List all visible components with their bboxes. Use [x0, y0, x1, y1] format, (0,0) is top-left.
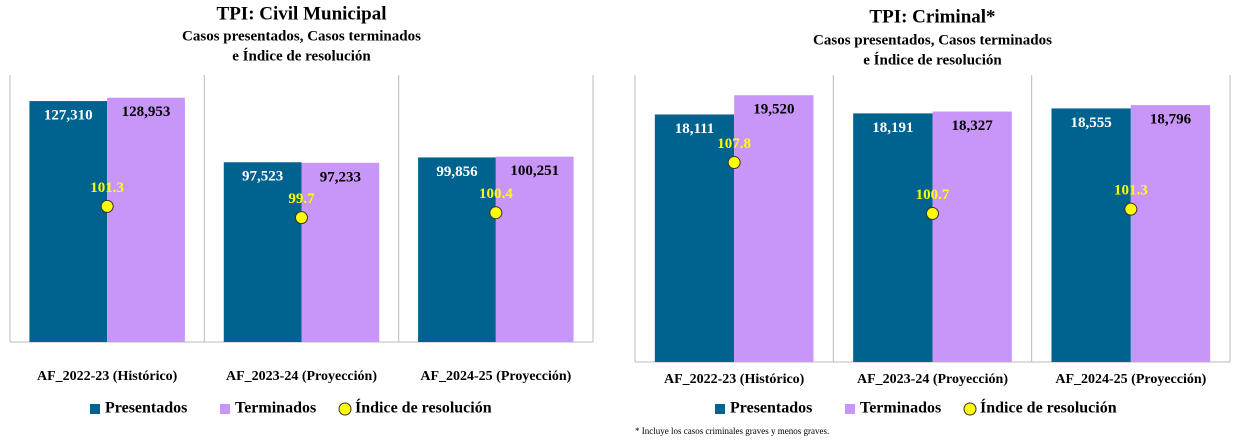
bar — [495, 156, 574, 342]
chart-subtitle: e Índice de resolución — [232, 47, 371, 64]
value-label: 128,953 — [122, 104, 171, 120]
index-marker — [727, 156, 741, 170]
value-label: 97,233 — [320, 169, 361, 185]
x-tick-label: AF_2022-23 (Histórico) — [37, 369, 178, 384]
x-tick-label: AF_2024-25 (Proyección) — [420, 369, 571, 384]
index-marker — [489, 206, 503, 220]
index-marker — [100, 199, 114, 213]
index-label: 99.7 — [288, 191, 315, 207]
legend-swatch — [220, 404, 230, 414]
index-marker — [1124, 202, 1138, 216]
x-tick-label: AF_2023-24 (Proyección) — [226, 369, 377, 384]
index-label: 107.8 — [717, 136, 751, 152]
chart-subtitle: e Índice de resolución — [863, 51, 1002, 68]
bar — [1130, 105, 1211, 362]
x-tick-label: AF_2022-23 (Histórico) — [664, 372, 805, 387]
bar — [932, 111, 1012, 362]
chart-title: TPI: Criminal* — [869, 6, 995, 27]
legend-label: Índice de resolución — [355, 398, 492, 417]
bar — [1051, 108, 1131, 362]
legend-swatch — [845, 404, 855, 414]
x-tick-label: AF_2023-24 (Proyección) — [857, 372, 1008, 387]
bar — [853, 113, 933, 362]
bar — [654, 114, 735, 362]
legend-label: Presentados — [105, 400, 187, 417]
value-label: 18,796 — [1150, 112, 1192, 128]
x-tick-label: AF_2024-25 (Proyección) — [1055, 372, 1206, 387]
chart-subtitle: Casos presentados, Casos terminados — [813, 32, 1052, 48]
value-label: 19,520 — [753, 102, 794, 118]
value-label: 99,856 — [436, 164, 478, 180]
value-label: 127,310 — [44, 108, 93, 124]
bar — [301, 162, 380, 342]
legend-label: Terminados — [860, 400, 941, 417]
legend-label: Terminados — [235, 400, 316, 417]
legend-swatch — [90, 404, 100, 414]
bar — [107, 97, 185, 342]
legend-label: Índice de resolución — [980, 398, 1117, 417]
bar — [223, 162, 302, 342]
chart-title: TPI: Civil Municipal — [217, 3, 387, 24]
index-label: 100.7 — [916, 187, 950, 203]
legend-label: Presentados — [730, 400, 812, 417]
legend-swatch — [963, 402, 977, 416]
index-marker — [926, 206, 939, 220]
chart-subtitle: Casos presentados, Casos terminados — [182, 28, 421, 44]
index-label: 101.3 — [90, 180, 124, 196]
value-label: 100,251 — [510, 163, 559, 179]
bar — [418, 157, 496, 342]
value-label: 97,523 — [242, 169, 283, 185]
index-marker — [295, 211, 308, 225]
legend-swatch — [715, 404, 725, 414]
value-label: 18,555 — [1071, 115, 1112, 131]
bar — [29, 101, 108, 342]
footnote: * Incluye los casos criminales graves y … — [635, 426, 829, 436]
legend-swatch — [338, 402, 352, 416]
index-label: 100.4 — [479, 186, 513, 202]
index-label: 101.3 — [1114, 183, 1148, 199]
value-label: 18,327 — [952, 118, 994, 134]
value-label: 18,111 — [675, 121, 715, 137]
bar — [734, 95, 814, 362]
value-label: 18,191 — [872, 120, 913, 136]
